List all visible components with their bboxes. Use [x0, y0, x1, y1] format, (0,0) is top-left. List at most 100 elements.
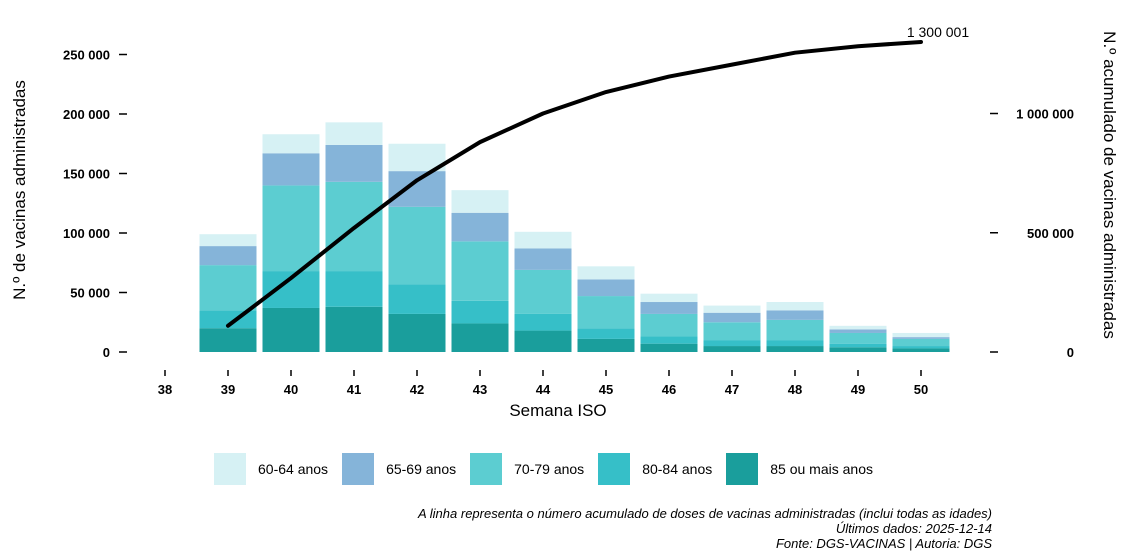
bar-segment-week-42-series-1	[388, 284, 446, 314]
bar-segment-week-45-series-0	[577, 338, 635, 352]
y2-axis-title: N.º acumulado de vacinas administradas	[1100, 31, 1119, 339]
y2-tick-label: 0	[1067, 345, 1074, 360]
cumulative-point-week-46	[667, 75, 671, 79]
bar-segment-week-49-series-0	[829, 347, 887, 352]
y-axis-title: N.º de vacinas administradas	[10, 80, 29, 300]
legend-label: 80-84 anos	[642, 461, 713, 477]
bar-segment-week-39-series-3	[199, 246, 257, 266]
bar-segment-week-40-series-0	[262, 307, 320, 352]
bar-segment-week-44-series-1	[514, 313, 572, 331]
cumulative-line	[226, 39, 923, 328]
legend-item-65-69: 65-69 anos	[342, 453, 456, 485]
bar-segment-week-46-series-0	[640, 343, 698, 352]
bar-segment-week-47-series-3	[703, 312, 761, 323]
bar-segment-week-41-series-4	[325, 122, 383, 145]
bar-segment-week-40-series-3	[262, 153, 320, 186]
note-last-data: Últimos dados: 2025-12-14	[835, 521, 992, 536]
cumulative-point-week-43	[478, 140, 482, 144]
x-tick-label: 44	[536, 382, 551, 397]
bar-segment-week-44-series-3	[514, 248, 572, 270]
bar-segment-week-46-series-1	[640, 336, 698, 344]
y-tick-label: 100 000	[63, 226, 110, 241]
y-tick-label: 50 000	[70, 286, 110, 301]
legend-item-60-64: 60-64 anos	[214, 453, 328, 485]
bar-segment-week-42-series-0	[388, 313, 446, 352]
legend-swatch	[214, 453, 246, 485]
bar-segment-week-39-series-0	[199, 328, 257, 352]
y-tick-label: 150 000	[63, 167, 110, 182]
chart-notes: A linha representa o número acumulado de…	[418, 506, 992, 551]
bar-segment-week-50-series-4	[892, 332, 950, 338]
bar-segment-week-41-series-3	[325, 144, 383, 182]
bar-segment-week-43-series-3	[451, 212, 509, 242]
x-axis-title: Semana ISO	[509, 401, 606, 420]
bar-segment-week-40-series-2	[262, 185, 320, 272]
bar-segment-week-49-series-3	[829, 329, 887, 333]
bar-segment-week-44-series-4	[514, 231, 572, 249]
bar-segment-week-48-series-4	[766, 302, 824, 311]
legend-item-85-plus: 85 ou mais anos	[726, 453, 873, 485]
bar-segment-week-47-series-2	[703, 322, 761, 341]
cumulative-point-week-47	[730, 63, 734, 67]
legend-item-80-84: 80-84 anos	[598, 453, 712, 485]
cumulative-point-week-40	[289, 276, 293, 280]
bar-segment-week-49-series-4	[829, 325, 887, 330]
bars-layer	[199, 122, 950, 352]
bar-segment-week-49-series-2	[829, 332, 887, 344]
bar-segment-week-43-series-1	[451, 300, 509, 324]
bar-segment-week-42-series-2	[388, 206, 446, 285]
bar-segment-week-47-series-4	[703, 305, 761, 313]
bar-segment-week-45-series-2	[577, 296, 635, 329]
x-tick-label: 43	[473, 382, 487, 397]
bar-segment-week-45-series-1	[577, 328, 635, 339]
ticks-layer: 0 50 000 100 000 150 000 200 000 250 000 0 500 …	[63, 48, 1074, 398]
bar-segment-week-41-series-0	[325, 306, 383, 352]
y-tick-label: 0	[103, 345, 110, 360]
x-tick-label: 40	[284, 382, 298, 397]
bar-segment-week-41-series-1	[325, 271, 383, 307]
x-tick-label: 39	[221, 382, 235, 397]
bar-segment-week-43-series-0	[451, 323, 509, 352]
bar-segment-week-47-series-0	[703, 346, 761, 352]
cumulative-point-week-49	[856, 44, 860, 48]
cumulative-point-week-50	[919, 40, 923, 44]
bar-segment-week-48-series-0	[766, 346, 824, 352]
x-tick-label: 50	[914, 382, 928, 397]
bar-segment-week-50-series-0	[892, 348, 950, 352]
x-tick-label: 49	[851, 382, 865, 397]
cumulative-point-week-45	[604, 90, 608, 94]
legend-label: 85 ou mais anos	[770, 461, 873, 477]
bar-segment-week-44-series-2	[514, 269, 572, 314]
bar-segment-week-49-series-1	[829, 343, 887, 348]
bar-segment-week-40-series-4	[262, 134, 320, 154]
cumulative-point-week-48	[793, 51, 797, 55]
bar-segment-week-50-series-1	[892, 346, 950, 349]
cumulative-point-week-39	[226, 324, 230, 328]
x-tick-label: 41	[347, 382, 361, 397]
bar-segment-week-42-series-3	[388, 171, 446, 207]
bar-segment-week-48-series-2	[766, 319, 824, 341]
legend-swatch	[470, 453, 503, 485]
bar-segment-week-39-series-4	[199, 234, 257, 247]
cumulative-point-week-42	[415, 178, 419, 182]
legend-swatch	[726, 453, 759, 485]
x-tick-label: 48	[788, 382, 802, 397]
bar-segment-week-45-series-4	[577, 266, 635, 280]
bar-segment-week-43-series-2	[451, 241, 509, 301]
bar-segment-week-48-series-1	[766, 340, 824, 347]
bar-segment-week-46-series-4	[640, 293, 698, 303]
bar-segment-week-46-series-2	[640, 313, 698, 337]
cumulative-point-week-41	[352, 226, 356, 230]
bar-segment-week-50-series-2	[892, 338, 950, 347]
legend-swatch	[342, 453, 375, 485]
cumulative-point-week-44	[541, 112, 545, 115]
legend-item-70-79: 70-79 anos	[470, 453, 584, 485]
y2-tick-label: 500 000	[1027, 226, 1074, 241]
note-source: Fonte: DGS-VACINAS | Autoria: DGS	[775, 536, 992, 551]
legend: 60-64 anos 65-69 anos 70-79 anos 80-84 a…	[214, 453, 887, 485]
vaccination-chart: 0 50 000 100 000 150 000 200 000 250 000 0 500 …	[10, 24, 1119, 420]
bar-segment-week-50-series-3	[892, 337, 950, 339]
legend-label: 60-64 anos	[258, 461, 329, 477]
x-tick-label: 45	[599, 382, 613, 397]
x-tick-label: 46	[662, 382, 676, 397]
